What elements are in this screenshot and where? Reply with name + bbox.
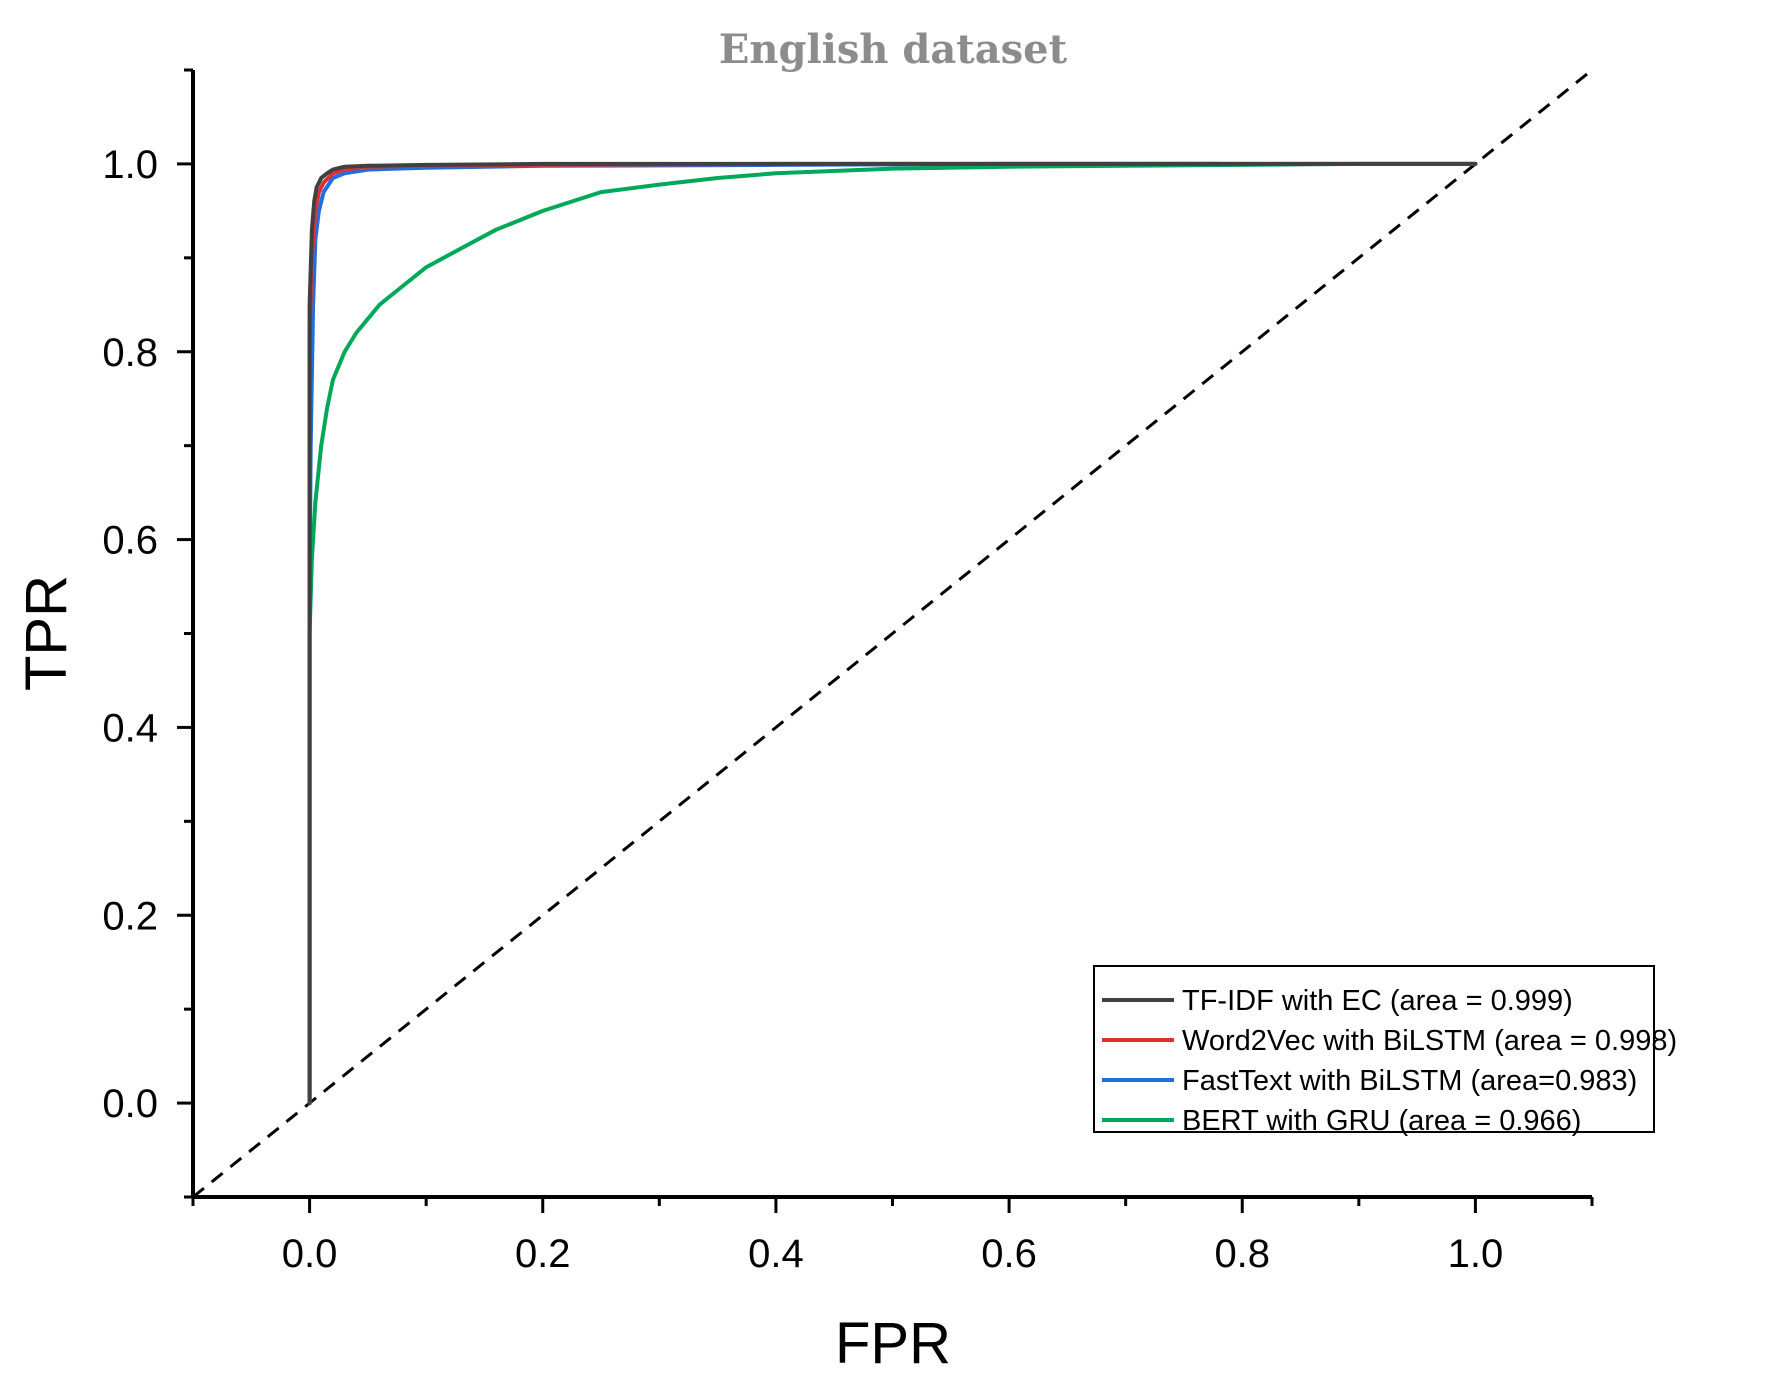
y-tick-label: 1.0 bbox=[102, 143, 158, 187]
reference-diagonal-line bbox=[192, 68, 1593, 1199]
y-tick-label: 0.6 bbox=[102, 519, 158, 563]
x-tick-label: 0.8 bbox=[1214, 1232, 1270, 1276]
x-tick-label: 0.2 bbox=[515, 1232, 571, 1276]
ticks: 0.0 0.2 0.4 0.6 0.8 1.0 0.0 0.2 0.4 0.6 0.8 1.0 bbox=[102, 68, 1594, 1276]
series-line-1 bbox=[307, 161, 1478, 1106]
chart-title: English dataset bbox=[719, 26, 1068, 73]
legend: TF-IDF with EC (area = 0.999) Word2Vec wi… bbox=[1093, 965, 1677, 1137]
x-tick-label: 1.0 bbox=[1448, 1232, 1504, 1276]
y-tick-label: 0.2 bbox=[102, 894, 158, 938]
y-tick-label: 0.4 bbox=[102, 706, 158, 750]
legend-label-4: BERT with GRU (area = 0.966) bbox=[1182, 1105, 1581, 1137]
plot-area bbox=[192, 68, 1593, 1199]
y-tick-label: 0.0 bbox=[102, 1082, 158, 1126]
x-axis-label: FPR bbox=[835, 1311, 951, 1376]
legend-label-1: TF-IDF with EC (area = 0.999) bbox=[1182, 985, 1573, 1017]
x-tick-label: 0.6 bbox=[981, 1232, 1037, 1276]
series-line-3 bbox=[307, 161, 1221, 1106]
y-tick-label: 0.8 bbox=[102, 331, 158, 375]
x-tick-label: 0.0 bbox=[282, 1232, 338, 1276]
y-axis-label: TPR bbox=[14, 575, 79, 691]
series-line-4 bbox=[307, 161, 1478, 1106]
legend-box bbox=[1093, 965, 1655, 1133]
x-tick-label: 0.4 bbox=[748, 1232, 804, 1276]
legend-label-3: FastText with BiLSTM (area=0.983) bbox=[1182, 1065, 1637, 1097]
legend-label-2: Word2Vec with BiLSTM (area = 0.998) bbox=[1182, 1025, 1677, 1057]
